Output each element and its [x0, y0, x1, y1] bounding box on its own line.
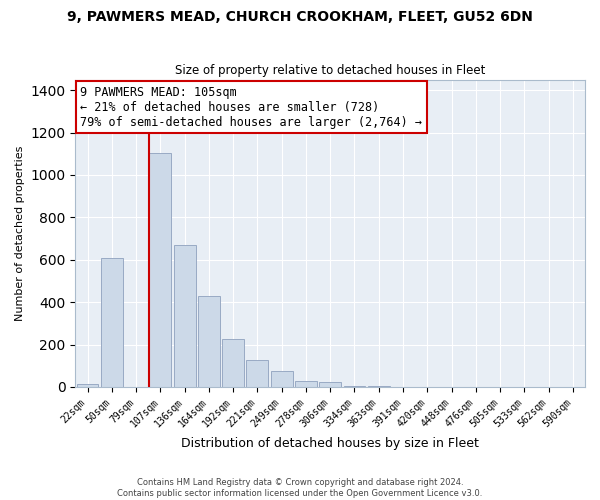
Bar [247, 360, 268, 387]
Bar [344, 386, 365, 387]
X-axis label: Distribution of detached houses by size in Fleet: Distribution of detached houses by size … [181, 437, 479, 450]
Bar [198, 296, 220, 387]
Bar [319, 382, 341, 387]
Title: Size of property relative to detached houses in Fleet: Size of property relative to detached ho… [175, 64, 485, 77]
Bar [101, 258, 123, 387]
Y-axis label: Number of detached properties: Number of detached properties [15, 146, 25, 321]
Text: 9 PAWMERS MEAD: 105sqm
← 21% of detached houses are smaller (728)
79% of semi-de: 9 PAWMERS MEAD: 105sqm ← 21% of detached… [80, 86, 422, 128]
Bar [295, 380, 317, 387]
Bar [149, 152, 171, 387]
Bar [173, 245, 196, 387]
Bar [77, 384, 98, 387]
Text: Contains HM Land Registry data © Crown copyright and database right 2024.
Contai: Contains HM Land Registry data © Crown c… [118, 478, 482, 498]
Bar [222, 339, 244, 387]
Text: 9, PAWMERS MEAD, CHURCH CROOKHAM, FLEET, GU52 6DN: 9, PAWMERS MEAD, CHURCH CROOKHAM, FLEET,… [67, 10, 533, 24]
Bar [271, 371, 293, 387]
Bar [368, 386, 389, 387]
